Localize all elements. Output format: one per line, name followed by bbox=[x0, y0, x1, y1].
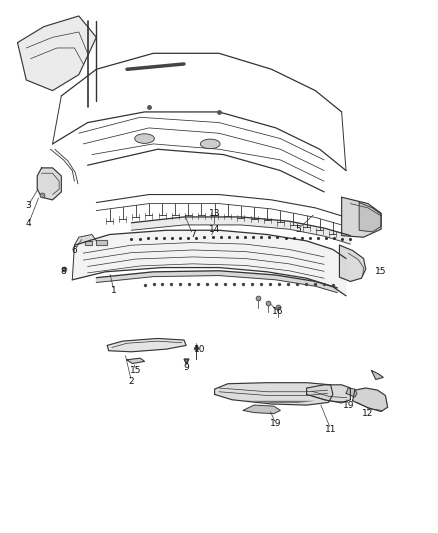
Point bbox=[186, 280, 193, 288]
Point bbox=[298, 233, 305, 242]
Polygon shape bbox=[342, 197, 381, 237]
Point bbox=[241, 233, 248, 241]
Point bbox=[201, 233, 208, 241]
Point bbox=[329, 280, 336, 289]
Polygon shape bbox=[243, 405, 280, 414]
Text: 10: 10 bbox=[194, 345, 205, 353]
Polygon shape bbox=[96, 271, 337, 293]
Point bbox=[159, 280, 166, 288]
Point bbox=[160, 234, 167, 243]
Text: 4: 4 bbox=[26, 220, 31, 228]
Point bbox=[150, 280, 157, 289]
Point bbox=[204, 279, 211, 288]
Point bbox=[347, 235, 354, 243]
Polygon shape bbox=[339, 245, 366, 281]
Text: 6: 6 bbox=[71, 246, 78, 255]
Polygon shape bbox=[346, 388, 357, 397]
Point bbox=[152, 234, 159, 243]
Point bbox=[303, 280, 310, 288]
Point bbox=[331, 234, 338, 243]
Text: 3: 3 bbox=[25, 201, 32, 209]
Text: 15: 15 bbox=[130, 366, 141, 375]
Point bbox=[177, 280, 184, 288]
Polygon shape bbox=[127, 358, 145, 364]
Point bbox=[285, 280, 292, 288]
Point bbox=[225, 233, 232, 241]
Polygon shape bbox=[72, 230, 346, 296]
Point bbox=[136, 235, 143, 243]
Point bbox=[240, 279, 247, 288]
Text: 15: 15 bbox=[375, 268, 387, 276]
Text: 19: 19 bbox=[343, 401, 354, 409]
Point bbox=[274, 233, 281, 241]
Ellipse shape bbox=[200, 139, 220, 149]
Text: 5: 5 bbox=[295, 225, 301, 233]
Point bbox=[282, 233, 289, 242]
Point bbox=[322, 234, 329, 243]
Point bbox=[314, 234, 321, 243]
Text: 1: 1 bbox=[111, 286, 117, 295]
Polygon shape bbox=[353, 388, 388, 411]
Polygon shape bbox=[37, 168, 61, 200]
Point bbox=[128, 235, 135, 243]
Text: 16: 16 bbox=[272, 308, 284, 316]
Point bbox=[339, 235, 346, 243]
Ellipse shape bbox=[135, 134, 154, 143]
Point bbox=[195, 279, 202, 288]
Point bbox=[321, 280, 328, 289]
Point bbox=[258, 233, 265, 241]
Point bbox=[213, 279, 220, 288]
Point bbox=[193, 233, 200, 242]
Text: 2: 2 bbox=[129, 377, 134, 385]
Polygon shape bbox=[18, 16, 96, 91]
Point bbox=[290, 233, 297, 242]
Text: 19: 19 bbox=[270, 419, 282, 428]
Point bbox=[177, 233, 184, 242]
Point bbox=[258, 279, 265, 288]
Text: 12: 12 bbox=[362, 409, 374, 417]
Point bbox=[217, 233, 224, 241]
Polygon shape bbox=[85, 241, 92, 245]
Polygon shape bbox=[371, 370, 383, 379]
Point bbox=[169, 233, 176, 242]
Point bbox=[185, 233, 192, 242]
Text: 9: 9 bbox=[183, 364, 189, 372]
Polygon shape bbox=[359, 203, 381, 232]
Polygon shape bbox=[74, 235, 96, 245]
Point bbox=[233, 233, 240, 241]
Point bbox=[276, 279, 283, 288]
Point bbox=[311, 280, 318, 288]
Polygon shape bbox=[307, 385, 350, 403]
Point bbox=[267, 279, 274, 288]
Text: 14: 14 bbox=[209, 225, 220, 233]
Point bbox=[266, 233, 273, 241]
Point bbox=[306, 233, 313, 242]
Text: 13: 13 bbox=[209, 209, 220, 217]
Point bbox=[231, 279, 238, 288]
Polygon shape bbox=[107, 338, 186, 352]
Point bbox=[168, 280, 175, 288]
Text: 8: 8 bbox=[60, 268, 67, 276]
Point bbox=[141, 280, 148, 289]
Point bbox=[293, 280, 300, 288]
Point bbox=[249, 279, 256, 288]
Point bbox=[209, 233, 216, 241]
Point bbox=[250, 233, 257, 241]
Text: 7: 7 bbox=[190, 230, 196, 239]
Point bbox=[222, 279, 229, 288]
Text: 11: 11 bbox=[325, 425, 336, 433]
Polygon shape bbox=[215, 383, 333, 405]
Polygon shape bbox=[131, 217, 350, 244]
Polygon shape bbox=[96, 240, 107, 245]
Polygon shape bbox=[245, 401, 315, 403]
Point bbox=[144, 234, 151, 243]
